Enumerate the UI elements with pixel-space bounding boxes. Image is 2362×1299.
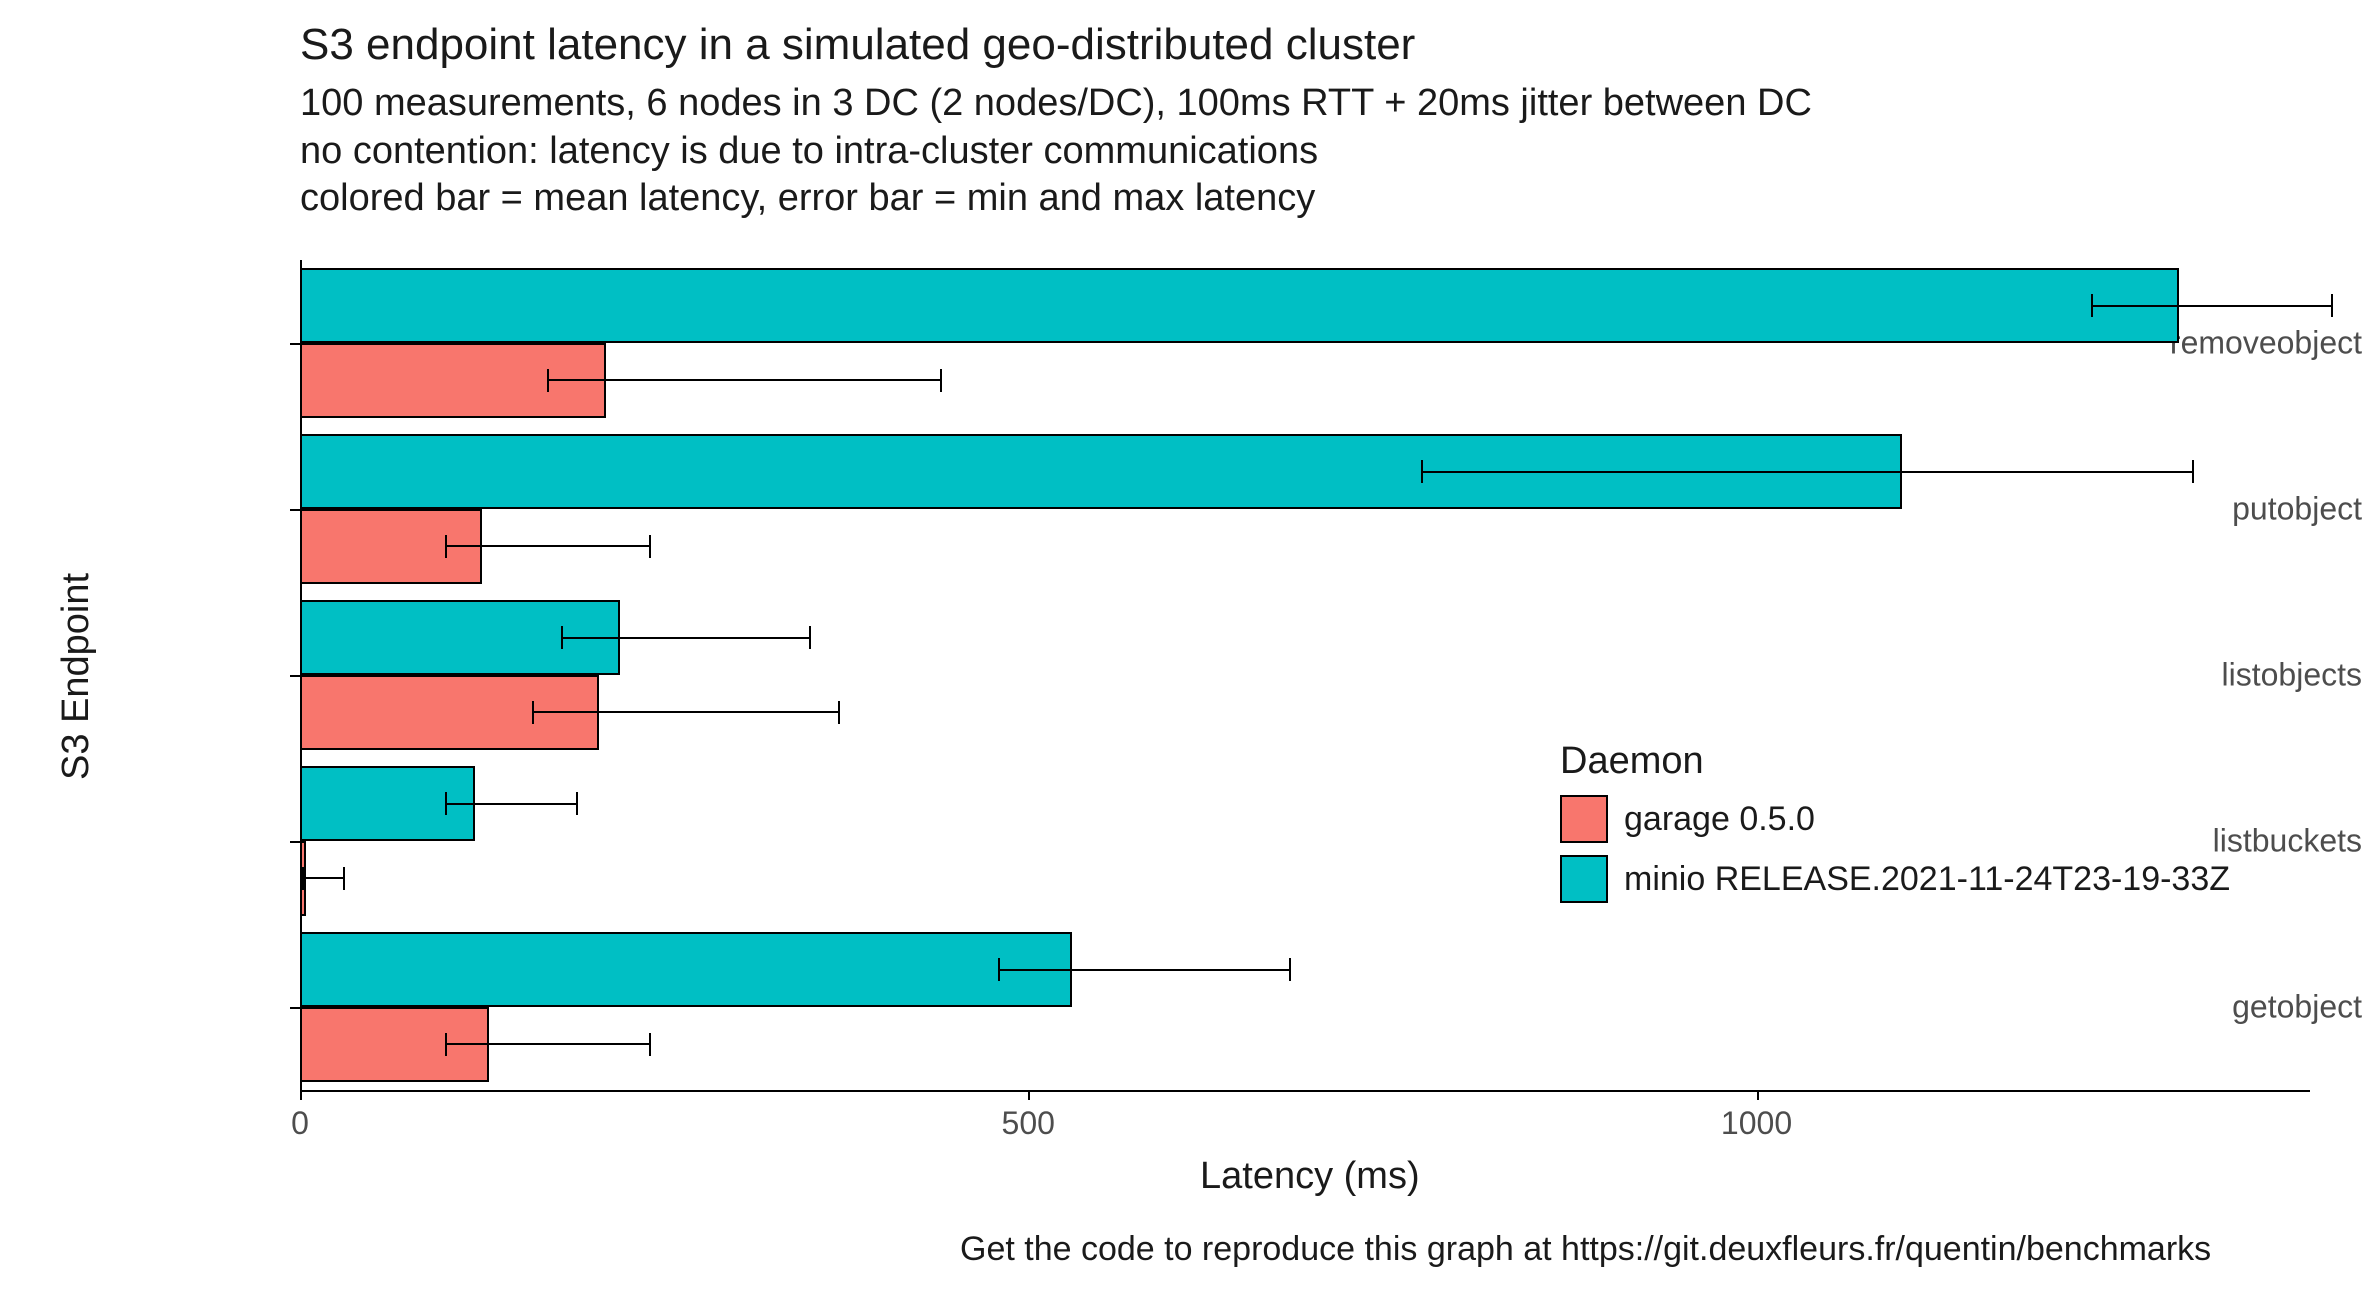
bar [300, 932, 1072, 1007]
y-tick-label: putobject [2082, 491, 2362, 528]
error-bar-cap [940, 369, 942, 391]
legend-item: minio RELEASE.2021-11-24T23-19-33Z [1560, 855, 2230, 903]
error-bar-cap [649, 1033, 651, 1055]
y-tick [290, 509, 300, 511]
error-bar [533, 711, 839, 713]
error-bar [446, 545, 650, 547]
x-axis-title: Latency (ms) [1200, 1155, 1420, 1198]
chart-subtitle: 100 measurements, 6 nodes in 3 DC (2 nod… [300, 80, 1812, 223]
error-bar-cap [547, 369, 549, 391]
legend-title: Daemon [1560, 740, 1704, 783]
legend-item: garage 0.5.0 [1560, 795, 1815, 843]
error-bar-cap [445, 535, 447, 557]
x-axis-line [300, 1090, 2310, 1092]
error-bar [446, 803, 577, 805]
error-bar-cap [2192, 460, 2194, 482]
error-bar-cap [561, 626, 563, 648]
error-bar-cap [809, 626, 811, 648]
error-bar [303, 877, 344, 879]
error-bar-cap [1289, 958, 1291, 980]
legend-swatch [1560, 855, 1608, 903]
legend-swatch [1560, 795, 1608, 843]
y-tick [290, 343, 300, 345]
error-bar-cap [576, 792, 578, 814]
chart-caption: Get the code to reproduce this graph at … [960, 1230, 2211, 1269]
error-bar [1422, 471, 2194, 473]
y-tick-label: getobject [2082, 989, 2362, 1026]
error-bar [999, 969, 1290, 971]
error-bar-cap [2331, 294, 2333, 316]
legend-label: minio RELEASE.2021-11-24T23-19-33Z [1624, 860, 2230, 899]
bar [300, 268, 2179, 343]
error-bar-cap [445, 792, 447, 814]
error-bar-cap [532, 701, 534, 723]
error-bar-cap [838, 701, 840, 723]
error-bar-cap [2091, 294, 2093, 316]
chart-stage: S3 endpoint latency in a simulated geo-d… [0, 0, 2362, 1299]
error-bar-cap [649, 535, 651, 557]
legend-label: garage 0.5.0 [1624, 800, 1815, 839]
error-bar [2092, 305, 2332, 307]
error-bar-cap [1421, 460, 1423, 482]
y-tick [290, 1007, 300, 1009]
y-tick-label: listobjects [2082, 657, 2362, 694]
x-tick-label: 0 [291, 1105, 309, 1142]
x-tick [300, 1090, 302, 1100]
error-bar [446, 1043, 650, 1045]
error-bar-cap [302, 867, 304, 889]
error-bar-cap [445, 1033, 447, 1055]
error-bar-cap [343, 867, 345, 889]
error-bar [562, 637, 810, 639]
y-tick [290, 841, 300, 843]
y-axis-title: S3 Endpoint [55, 573, 98, 780]
error-bar [548, 379, 941, 381]
x-tick-label: 500 [1002, 1105, 1055, 1142]
y-tick [290, 675, 300, 677]
x-tick-label: 1000 [1721, 1105, 1792, 1142]
error-bar-cap [998, 958, 1000, 980]
chart-title: S3 endpoint latency in a simulated geo-d… [300, 20, 1415, 70]
x-tick [1757, 1090, 1759, 1100]
x-tick [1028, 1090, 1030, 1100]
y-tick-label: listbuckets [2082, 823, 2362, 860]
